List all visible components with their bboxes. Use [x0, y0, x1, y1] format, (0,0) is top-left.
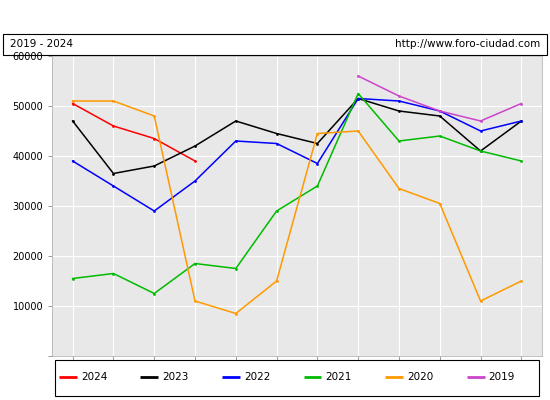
Text: 2020: 2020	[407, 372, 433, 382]
Text: 2022: 2022	[244, 372, 271, 382]
Text: 2024: 2024	[81, 372, 107, 382]
Text: http://www.foro-ciudad.com: http://www.foro-ciudad.com	[395, 39, 540, 49]
Text: 2021: 2021	[326, 372, 352, 382]
Text: 2019: 2019	[489, 372, 515, 382]
Text: Evolucion Nº Turistas Nacionales en el municipio de Oviedo: Evolucion Nº Turistas Nacionales en el m…	[77, 10, 473, 23]
Text: 2019 - 2024: 2019 - 2024	[10, 39, 73, 49]
Text: 2023: 2023	[162, 372, 189, 382]
